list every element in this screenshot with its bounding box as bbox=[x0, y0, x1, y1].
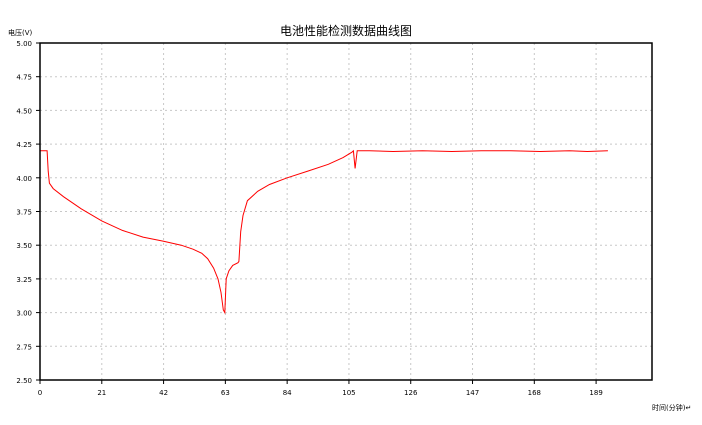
x-tick-label: 105 bbox=[342, 389, 355, 397]
y-tick-label: 2.50 bbox=[16, 377, 32, 385]
x-tick-label: 84 bbox=[283, 389, 292, 397]
y-tick-label: 3.50 bbox=[16, 242, 32, 250]
y-axis-label: 电压(V) bbox=[8, 28, 33, 37]
y-tick-label: 4.75 bbox=[16, 74, 32, 82]
x-tick-label: 42 bbox=[159, 389, 168, 397]
y-tick-label: 4.00 bbox=[16, 175, 32, 183]
x-tick-label: 189 bbox=[589, 389, 602, 397]
x-tick-label: 147 bbox=[466, 389, 479, 397]
x-tick-label: 168 bbox=[528, 389, 541, 397]
plot-frame bbox=[39, 42, 653, 381]
y-tick-label: 5.00 bbox=[16, 40, 32, 48]
chart-title: 电池性能检测数据曲线图 bbox=[280, 23, 412, 38]
voltage-line bbox=[40, 149, 608, 315]
y-tick-label: 4.25 bbox=[16, 141, 32, 149]
y-tick-label: 3.00 bbox=[16, 310, 32, 318]
y-tick-label: 3.25 bbox=[16, 276, 32, 284]
x-tick-label: 21 bbox=[97, 389, 106, 397]
x-tick-label: 63 bbox=[221, 389, 230, 397]
y-tick-label: 4.50 bbox=[16, 107, 32, 115]
x-tick-label: 0 bbox=[38, 389, 42, 397]
x-axis-label: 时间(分钟)↵ bbox=[652, 403, 691, 412]
x-tick-label: 126 bbox=[404, 389, 418, 397]
y-tick-label: 3.75 bbox=[16, 209, 32, 217]
y-tick-label: 2.75 bbox=[16, 343, 32, 351]
